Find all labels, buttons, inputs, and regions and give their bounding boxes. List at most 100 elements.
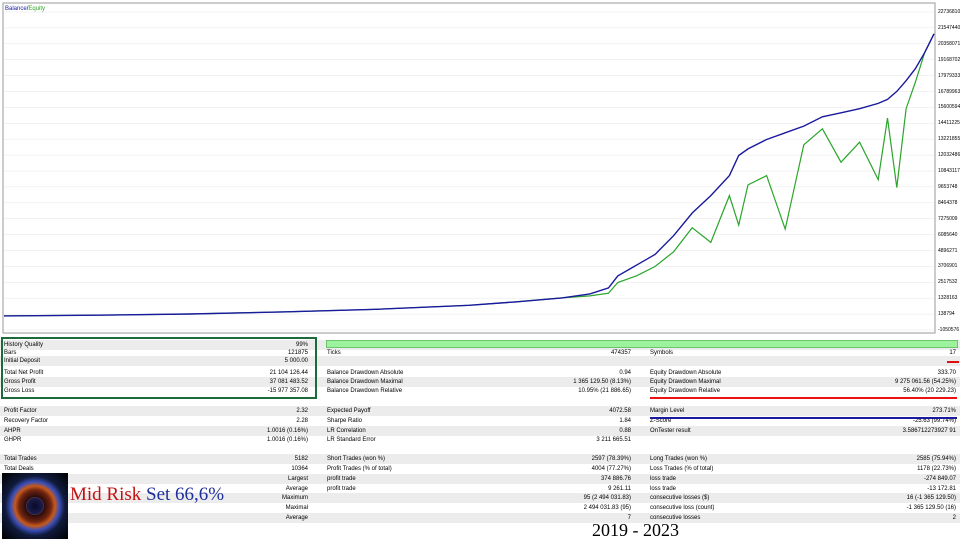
ticks-label: Ticks: [327, 350, 341, 356]
largest-loss-label: loss trade: [650, 476, 677, 482]
largest-loss-value: -274 849.07: [923, 476, 956, 482]
y-tick-label: 3706901: [938, 263, 958, 270]
initial-deposit-label: Initial Deposit: [4, 358, 41, 364]
total-deals-value: 10364: [291, 466, 308, 472]
lr-correlation-value: 0.88: [619, 428, 631, 434]
recovery-factor-label: Recovery Factor: [4, 418, 49, 424]
maximum-mid-value: 95 (2 494 031.83): [583, 495, 631, 501]
ahpr-value: 1.0016 (0.16%): [266, 428, 308, 434]
y-tick-label: 1328163: [938, 295, 958, 302]
maximum-label: Maximum: [281, 495, 308, 501]
average-loss-value: -13 172.81: [927, 486, 956, 492]
maximum-right-value: 16 (-1 365 129.50): [906, 495, 956, 501]
history-quality-bar: [326, 340, 958, 348]
margin-level-value: 273.71%: [932, 408, 956, 414]
largest-label: Largest: [287, 476, 308, 482]
profit-factor-value: 2.32: [296, 408, 308, 414]
y-tick-label: 8464378: [938, 199, 958, 206]
expected-payoff-label: Expected Payoff: [327, 408, 371, 414]
y-tick-label: 16789963: [938, 88, 960, 95]
ghpr-label: GHPR: [4, 437, 22, 443]
gross-loss-label: Gross Loss: [4, 388, 35, 394]
set-title-risk: Mid Risk: [70, 484, 142, 505]
largest-profit-label: profit trade: [327, 476, 356, 482]
nebula-logo-image: [2, 473, 68, 539]
average2-right-value: 2: [952, 515, 956, 521]
equity-dd-max-value: 9 275 061.56 (54.25%): [894, 379, 956, 385]
margin-level-label: Margin Level: [650, 408, 685, 414]
y-tick-label: 2517532: [938, 279, 958, 286]
long-trades-value: 2585 (75.94%): [916, 456, 956, 462]
report-row: Total Trades 5182 Short Trades (won %) 2…: [0, 454, 960, 464]
bars-label: Bars: [4, 350, 17, 356]
y-tick-label: 10843117: [938, 168, 960, 174]
expected-payoff-value: 4072.58: [609, 408, 631, 414]
y-tick-label: 20358071: [938, 40, 960, 47]
report-row: Initial Deposit 5 000.00: [0, 356, 960, 366]
balance-dd-abs-value: 0.94: [619, 370, 631, 376]
report-row: Largest profit trade 374 886.76 loss tra…: [0, 474, 960, 484]
equity-dd-max-label: Equity Drawdown Maximal: [650, 379, 721, 385]
y-tick-label: 19168702: [938, 56, 960, 63]
report-row: Bars 121875 Ticks 474357 Symbols 17: [0, 348, 960, 358]
report-row: Maximum 95 (2 494 031.83) consecutive lo…: [0, 493, 960, 503]
long-trades-label: Long Trades (won %): [650, 456, 708, 462]
report-row: Gross Loss -15 977 357.08 Balance Drawdo…: [0, 386, 960, 396]
lr-std-error-label: LR Standard Error: [327, 437, 376, 443]
largest-profit-value: 374 886.76: [600, 476, 631, 482]
chart-marks: [3, 33, 935, 317]
maximal-label: Maximal: [285, 505, 308, 511]
chart-legend: Balance/Equity: [5, 6, 45, 13]
average2-label: Average: [285, 515, 308, 521]
loss-trades-value: 1178 (22.73%): [917, 466, 956, 472]
y-tick-label: -1050576: [938, 327, 960, 333]
y-tick-label: 22736810: [938, 9, 960, 15]
y-tick-label: 4896271: [938, 247, 958, 254]
y-tick-label: 9653748: [938, 183, 958, 190]
profit-trades-value: 4004 (77.27%): [591, 466, 631, 472]
equity-dd-rel-underline: [650, 397, 957, 399]
years-label: 2019 - 2023: [592, 520, 679, 540]
y-tick-label: 6085640: [938, 231, 958, 238]
total-deals-label: Total Deals: [4, 466, 34, 472]
balance-dd-abs-label: Balance Drawdown Absolute: [327, 370, 404, 376]
ontester-label: OnTester result: [650, 428, 691, 434]
total-net-profit-value: 21 104 126.44: [269, 370, 308, 376]
grid-lines: [4, 11, 934, 331]
highlight-box: [1, 337, 317, 399]
legend-equity: Equity: [28, 6, 46, 12]
gross-profit-label: Gross Profit: [4, 379, 36, 385]
maximum-right-label: consecutive losses ($): [650, 495, 710, 501]
report-row: Profit Factor 2.32 Expected Payoff 4072.…: [0, 406, 960, 416]
equity-dd-abs-label: Equity Drawdown Absolute: [650, 370, 722, 376]
average-profit-label: profit trade: [327, 486, 356, 492]
report-row: Average 7 consecutive losses 2: [0, 513, 960, 523]
symbols-underline: [947, 361, 959, 363]
y-tick-label: 13221855: [938, 136, 960, 143]
ticks-value: 474357: [610, 350, 631, 356]
chart-svg: [2, 2, 936, 334]
sharpe-ratio-value: 1.84: [619, 418, 631, 424]
balance-dd-rel-label: Balance Drawdown Relative: [327, 388, 403, 394]
legend-balance: Balance: [5, 6, 27, 12]
nebula-core: [26, 497, 44, 515]
short-trades-label: Short Trades (won %): [327, 456, 386, 462]
y-tick-label: 138794: [938, 311, 955, 318]
total-trades-label: Total Trades: [4, 456, 37, 462]
equity-chart: Balance/Equity 22736810 21547440 20358071 1…: [2, 2, 960, 334]
balance-dd-max-value: 1 365 129.50 (8.13%): [573, 379, 631, 385]
y-tick-label: 21547440: [938, 24, 960, 31]
set-title-set: Set 66,6%: [146, 484, 225, 505]
profit-trades-label: Profit Trades (% of total): [327, 466, 392, 472]
equity-dd-rel-label: Equity Drawdown Relative: [650, 388, 721, 394]
y-tick-label: 7275009: [938, 215, 958, 222]
y-tick-label: 12032486: [938, 152, 960, 159]
short-trades-value: 2597 (78.39%): [591, 456, 631, 462]
average-label: Average: [285, 486, 308, 492]
equity-dd-abs-value: 333.70: [937, 370, 956, 376]
plot-frame: [2, 2, 936, 334]
ontester-value: 3.586712273927 91: [902, 428, 956, 434]
average2-mid-value: 7: [627, 515, 631, 521]
set-title: Mid Risk Set 66,6%: [70, 484, 224, 506]
report-row: Total Net Profit 21 104 126.44 Balance D…: [0, 368, 960, 378]
